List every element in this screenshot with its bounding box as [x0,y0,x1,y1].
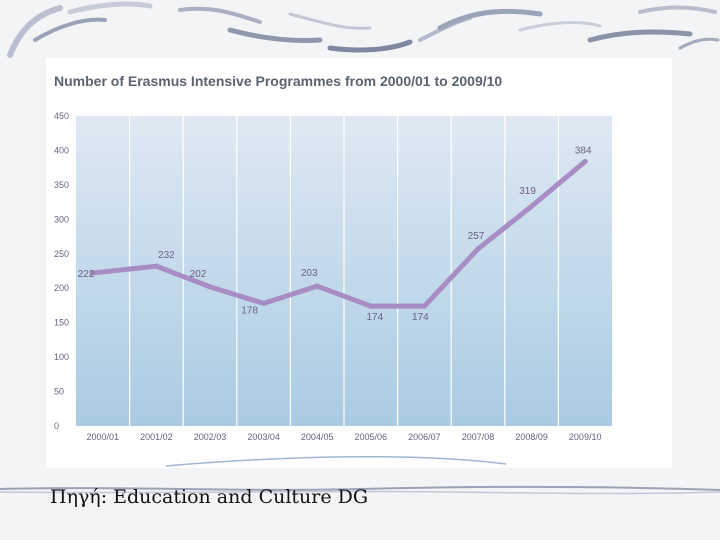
x-tick-label: 2002/03 [194,432,227,442]
data-point [368,303,374,309]
y-tick-label: 350 [54,180,69,190]
data-label: 319 [519,186,536,197]
x-tick-labels: 2000/01 2001/02 2002/03 2003/04 2004/05 2005/… [87,432,602,442]
line-chart: Number of Erasmus Intensive Programmes f… [54,73,612,467]
data-point [89,270,95,276]
data-label: 232 [158,250,175,261]
data-point [261,300,267,306]
y-tick-label: 100 [54,352,69,362]
x-tick-label: 2001/02 [140,432,173,442]
x-tick-label: 2008/09 [515,432,548,442]
chart-title: Number of Erasmus Intensive Programmes f… [54,73,502,89]
grid-lines [128,116,560,430]
y-tick-label: 450 [54,111,69,121]
x-tick-label: 2009/10 [569,432,602,442]
chart-card: Number of Erasmus Intensive Programmes f… [46,58,672,468]
x-tick-label: 2003/04 [247,432,280,442]
data-label: 174 [412,312,429,323]
y-tick-label: 400 [54,145,69,155]
x-tick-label: 2000/01 [87,432,120,442]
y-tick-labels: 0 50 100 150 200 250 300 350 400 450 [54,111,69,431]
x-tick-label: 2007/08 [462,432,495,442]
bottom-swoosh [165,455,507,467]
source-caption: Πηγή: Education and Culture DG [50,486,369,508]
data-point [153,263,159,269]
data-point [529,203,535,209]
y-tick-label: 300 [54,214,69,224]
data-point [582,158,588,164]
series-line-intensive-programmes [89,158,588,309]
data-label: 257 [468,231,485,242]
x-tick-label: 2006/07 [408,432,441,442]
x-tick-label: 2004/05 [301,432,334,442]
y-tick-label: 200 [54,283,69,293]
data-label: 222 [78,269,95,280]
x-tick-label: 2005/06 [355,432,388,442]
data-label: 178 [241,305,258,316]
data-label: 202 [190,269,207,280]
bottom-divider [0,485,720,495]
data-label: 384 [575,145,592,156]
data-point [314,283,320,289]
data-labels: 222 232 202 178 203 174 174 257 319 384 [78,145,592,323]
data-point [475,246,481,252]
data-point [421,303,427,309]
y-tick-label: 50 [54,387,64,397]
series-layer [89,158,588,309]
y-tick-label: 0 [54,421,59,431]
data-label: 203 [301,268,318,279]
y-tick-label: 150 [54,318,69,328]
y-tick-label: 250 [54,249,69,259]
data-label: 174 [366,312,383,323]
data-point [207,284,213,290]
